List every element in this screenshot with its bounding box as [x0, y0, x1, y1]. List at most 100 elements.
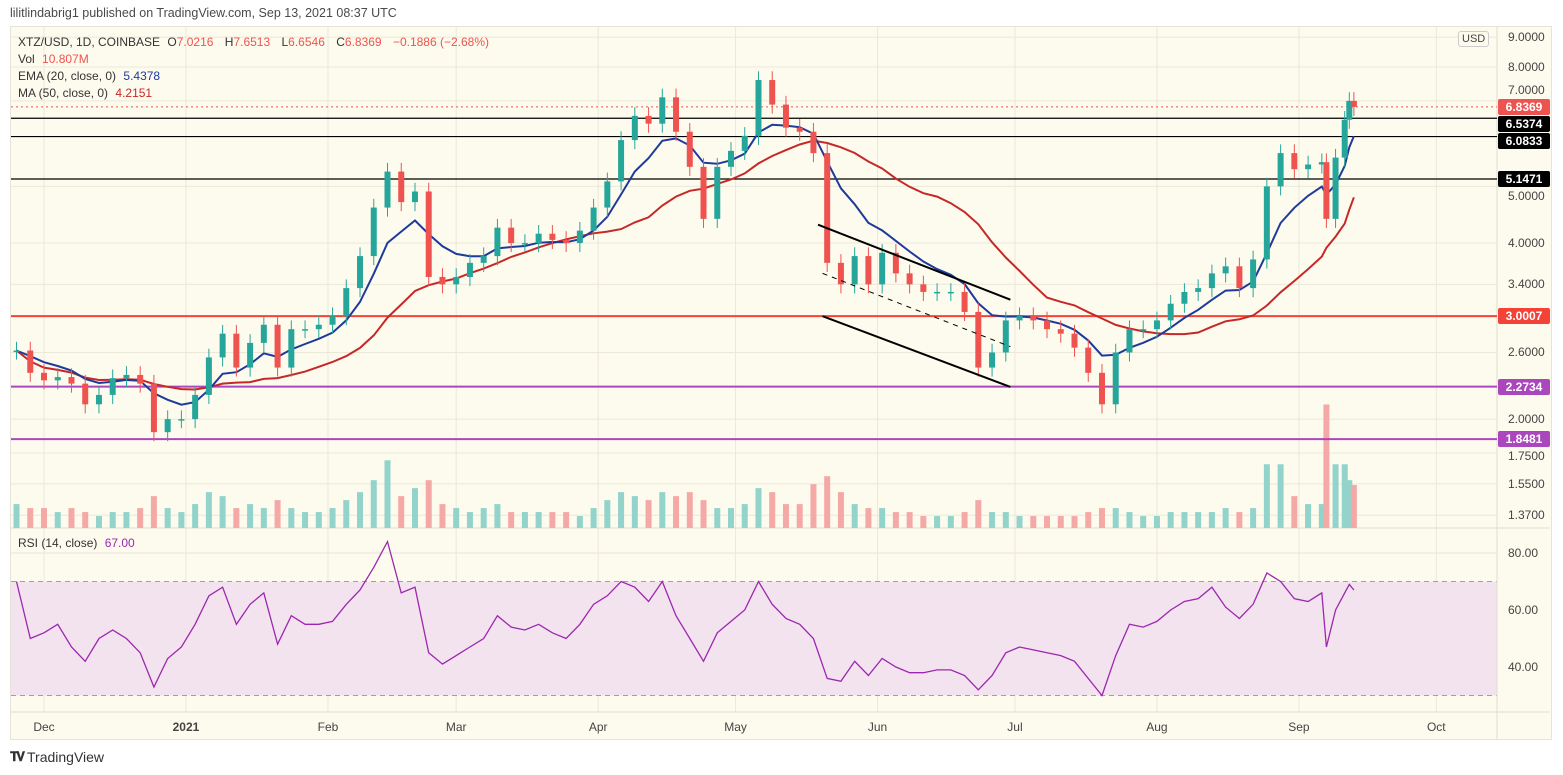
candle-body — [205, 357, 212, 395]
candle-body — [370, 207, 377, 257]
candle-body — [1181, 291, 1188, 304]
volume-bar — [1318, 504, 1325, 528]
volume-bar — [549, 512, 556, 528]
candle-body — [164, 419, 171, 433]
candle — [851, 247, 858, 294]
candle-body — [961, 291, 968, 312]
candle-body — [906, 273, 913, 285]
volume-bar — [728, 508, 734, 528]
candle — [1250, 250, 1257, 298]
candle-body — [1044, 320, 1051, 330]
candle-body — [508, 227, 515, 244]
candle — [1222, 257, 1229, 283]
candle — [947, 283, 954, 301]
price-tick-label: 3.4000 — [1508, 277, 1545, 291]
volume-bar — [508, 512, 515, 528]
rsi-tick-label: 40.00 — [1508, 660, 1539, 674]
price-tick-label: 4.0000 — [1508, 236, 1545, 250]
candle — [370, 198, 377, 266]
price-tag-6.0833[interactable]: 6.0833 — [1498, 132, 1550, 149]
trendline-channel-lower — [822, 315, 1011, 388]
candle — [1167, 294, 1174, 330]
candle — [137, 366, 144, 393]
candle — [205, 348, 212, 404]
candle-body — [1332, 157, 1339, 219]
price-tag-6.8369[interactable]: 6.8369 — [1498, 98, 1550, 115]
price-tag-6.5374[interactable]: 6.5374 — [1498, 115, 1550, 132]
time-label-may: May — [724, 720, 747, 734]
price-tag-2.2734[interactable]: 2.2734 — [1498, 378, 1550, 395]
candle-body — [1341, 119, 1348, 158]
price-tag-1.8481[interactable]: 1.8481 — [1498, 431, 1550, 448]
candle-body — [824, 153, 831, 263]
volume-bar — [357, 492, 364, 528]
candle — [82, 374, 89, 414]
rsi-legend[interactable]: RSI (14, close) 67.00 — [18, 536, 139, 550]
symbol-name[interactable]: XTZ/USD, 1D, COINBASE — [18, 35, 161, 49]
candle — [879, 244, 886, 294]
candle — [673, 88, 680, 141]
candle-body — [989, 352, 996, 368]
volume-bar — [1181, 512, 1188, 528]
price-tick-label: 2.6000 — [1508, 345, 1545, 359]
candle-body — [645, 115, 652, 124]
volume-bar — [370, 480, 377, 528]
candle-body — [892, 252, 899, 274]
candle — [631, 107, 638, 150]
candle-body — [782, 104, 789, 128]
candle-body — [865, 256, 872, 285]
candle-body — [233, 333, 240, 368]
ma-legend[interactable]: MA (50, close, 0) 4.2151 — [18, 86, 156, 100]
candle — [508, 218, 515, 253]
candle — [453, 268, 460, 294]
volume-legend[interactable]: Vol 10.807M — [18, 52, 93, 66]
candle-body — [68, 377, 75, 384]
candle — [755, 71, 762, 145]
ema-legend[interactable]: EMA (20, close, 0) 5.4378 — [18, 69, 164, 83]
volume-bar — [796, 504, 803, 528]
candle-body — [700, 166, 707, 219]
volume-bar — [1044, 516, 1051, 528]
candle — [1044, 311, 1051, 339]
candle-body — [1098, 372, 1105, 405]
ema-20-line — [16, 123, 1355, 406]
candle-body — [1140, 329, 1147, 331]
volume-bar — [769, 492, 776, 528]
price-tag-3.0007[interactable]: 3.0007 — [1498, 308, 1550, 325]
currency-badge[interactable]: USD — [1458, 31, 1490, 47]
candle-body — [384, 171, 391, 208]
candle — [865, 247, 872, 294]
volume-bar — [13, 504, 20, 528]
candle-body — [1323, 162, 1330, 219]
volume-bar — [631, 496, 638, 528]
candle-body — [521, 243, 528, 245]
volume-bar — [1153, 516, 1160, 528]
volume-bar — [920, 516, 927, 528]
candle-body — [123, 374, 130, 379]
candle — [1350, 92, 1357, 116]
candle — [645, 107, 652, 133]
volume-bar — [1250, 508, 1257, 528]
volume-bar — [150, 496, 157, 528]
candle — [837, 254, 844, 294]
candle — [535, 224, 542, 253]
volume-bar — [975, 500, 982, 528]
candle-body — [686, 131, 693, 167]
candle — [1085, 338, 1092, 382]
candle-body — [879, 252, 886, 285]
candle — [247, 334, 254, 377]
candle — [892, 244, 899, 283]
footer-brand[interactable]: TradingView — [27, 749, 105, 765]
volume-bar — [425, 480, 432, 528]
volume-bar — [1112, 508, 1119, 528]
candle — [961, 283, 968, 321]
candle — [810, 123, 817, 163]
open-value: 7.0216 — [176, 35, 214, 49]
candle-body — [54, 377, 61, 381]
candle — [109, 369, 116, 404]
price-tag-5.1471[interactable]: 5.1471 — [1498, 171, 1550, 188]
candle-body — [1222, 266, 1229, 274]
candle — [576, 221, 583, 253]
volume-bar — [164, 508, 171, 528]
